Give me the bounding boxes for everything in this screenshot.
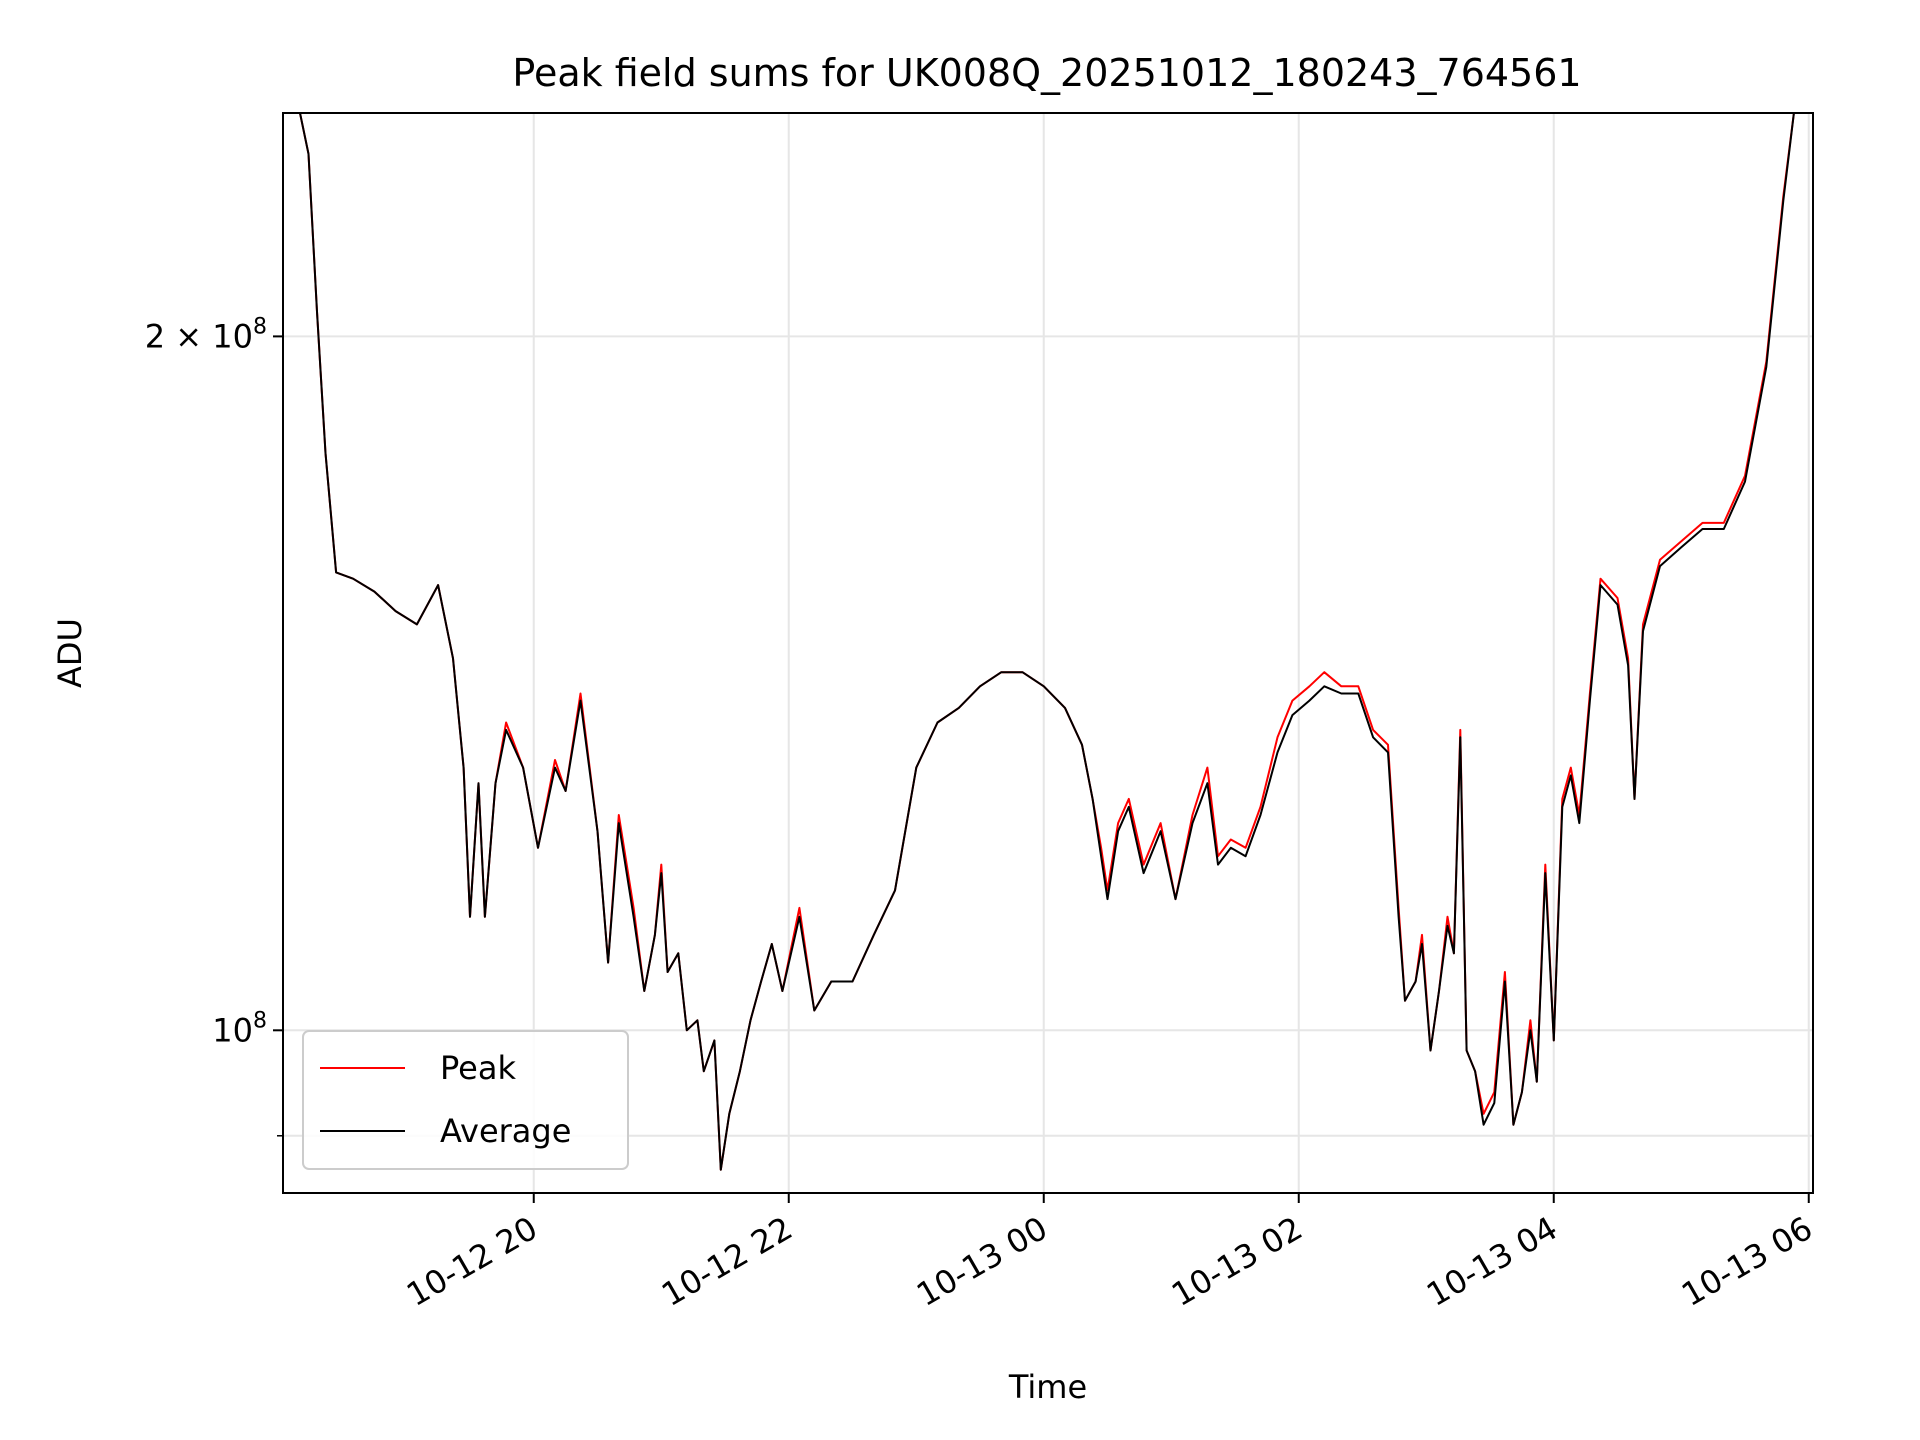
- series-line-average: [283, 113, 1813, 1171]
- legend-label-peak: Peak: [440, 1049, 516, 1087]
- y-axis-label: ADU: [51, 618, 89, 688]
- grid: [283, 113, 1813, 1193]
- chart-title: Peak field sums for UK008Q_20251012_1802…: [512, 51, 1581, 95]
- x-axis-label: Time: [1008, 1368, 1087, 1406]
- y-tick-label-base: 10: [212, 1011, 253, 1049]
- y-tick-label-exponent: 8: [253, 1008, 267, 1033]
- y-tick-label: 108: [212, 1008, 267, 1049]
- y-tick-label-exponent: 8: [253, 314, 267, 339]
- series-layer: [283, 113, 1813, 1171]
- y-tick-label: 2 × 108: [145, 314, 267, 355]
- legend-box: [302, 1030, 629, 1170]
- y-tick-label-base: 2 × 10: [145, 317, 253, 355]
- plot-frame: [282, 112, 1814, 1194]
- legend-label-average: Average: [440, 1112, 571, 1150]
- legend: Peak Average: [302, 1030, 629, 1170]
